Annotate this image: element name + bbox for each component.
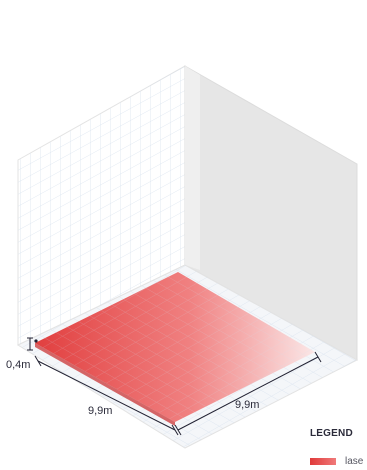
laser-area-grid bbox=[35, 272, 315, 422]
legend-item-label: lase bbox=[345, 456, 364, 467]
height-label: 0,4m bbox=[6, 359, 30, 371]
width-right-label: 9,9m bbox=[235, 399, 259, 411]
left-wall-grid bbox=[18, 66, 185, 345]
width-right-dimension-line bbox=[177, 356, 319, 431]
right-wall-shade bbox=[185, 66, 200, 270]
width-left-dimension-line bbox=[37, 360, 176, 431]
legend-item: lase bbox=[310, 456, 363, 467]
laser-area-edge bbox=[35, 343, 175, 426]
width-left-label: 9,9m bbox=[88, 405, 112, 417]
legend-swatch bbox=[310, 458, 336, 465]
legend-title: LEGEND bbox=[310, 428, 353, 439]
